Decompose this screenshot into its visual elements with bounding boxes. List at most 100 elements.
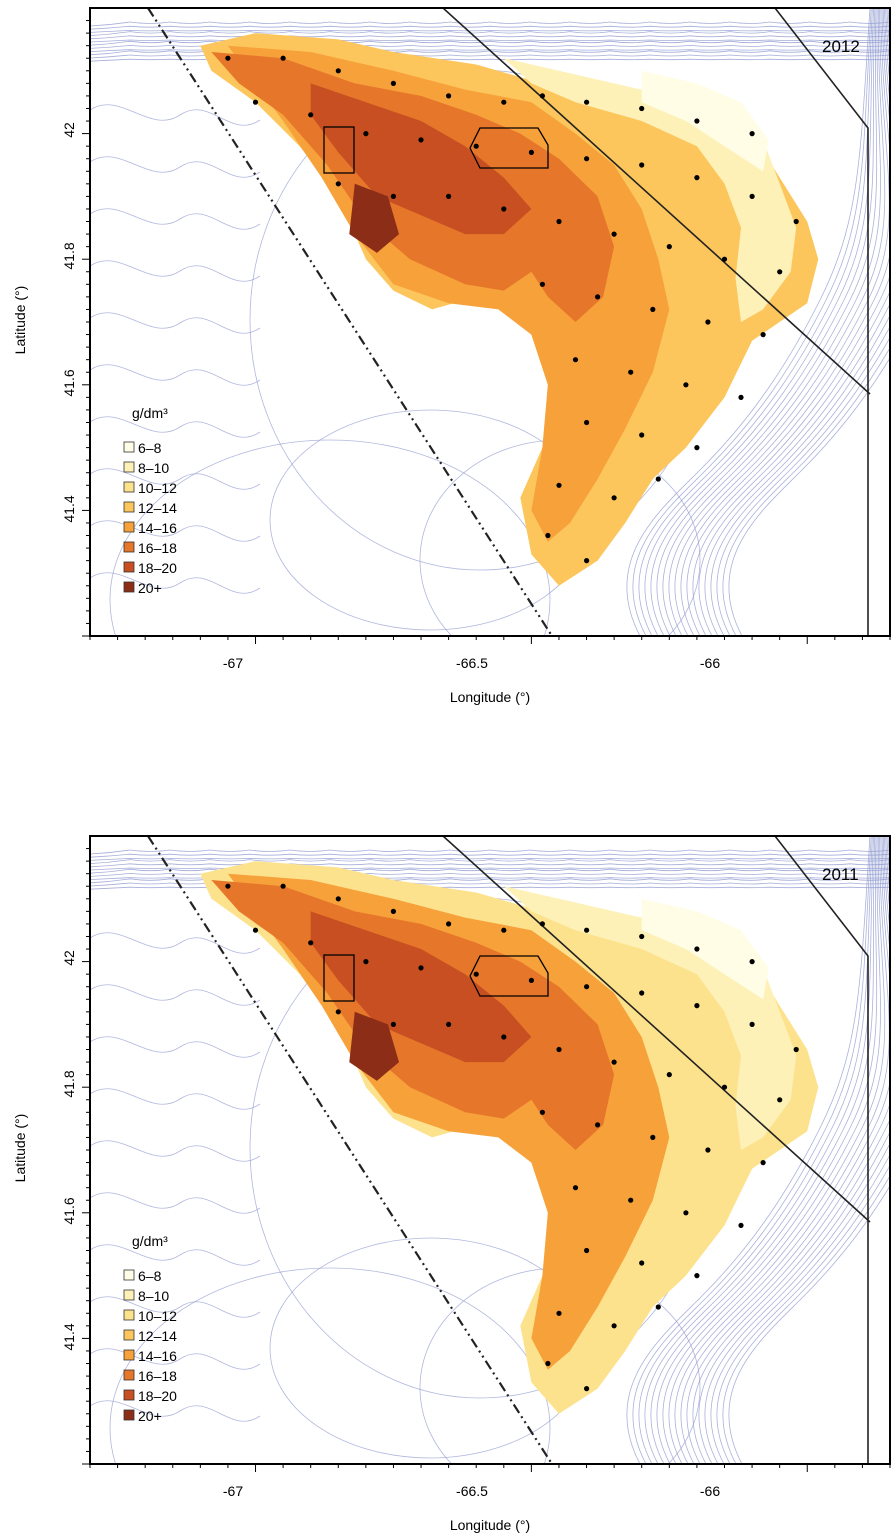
contour-line xyxy=(674,836,890,1464)
y-tick-labels: 42 41.8 41.6 41.4 xyxy=(61,950,77,1351)
contour-line xyxy=(90,208,261,230)
legend-label: 8–10 xyxy=(138,460,169,476)
station-dot xyxy=(556,1310,562,1316)
station-dot xyxy=(363,131,369,137)
station-dot xyxy=(539,921,546,927)
contour-line xyxy=(662,8,881,636)
station-dot xyxy=(639,432,645,438)
contour-line xyxy=(90,932,261,954)
x-tick-label: -66 xyxy=(700,1483,720,1499)
station-dot xyxy=(501,927,507,933)
contour-line xyxy=(90,21,890,27)
contour-line xyxy=(626,8,871,636)
station-dot xyxy=(545,1360,551,1367)
closed-area-box xyxy=(323,126,355,174)
boundary-lines xyxy=(147,8,871,636)
contour-line xyxy=(626,836,871,1464)
station-dot xyxy=(694,118,700,124)
station-dot xyxy=(639,933,645,940)
legend-title: g/dm³ xyxy=(132,1233,168,1249)
contour-line xyxy=(686,836,890,1464)
station-dot xyxy=(749,131,755,137)
station-dot xyxy=(528,149,535,155)
station-dot xyxy=(595,1122,601,1128)
station-dot xyxy=(418,965,424,971)
x-tick-labels: -67 -66.5 -66 xyxy=(223,655,720,671)
station-dot xyxy=(252,99,259,105)
y-tick-label: 42 xyxy=(61,122,77,138)
station-dot xyxy=(446,1021,452,1027)
y-tick-labels: 42 41.8 41.6 41.4 xyxy=(61,122,77,523)
station-dot xyxy=(749,193,755,199)
station-dot xyxy=(539,281,546,287)
y-tick-label: 42 xyxy=(61,950,77,966)
contour-line xyxy=(644,8,874,636)
station-dot xyxy=(694,946,700,952)
station-dot xyxy=(611,495,617,501)
contour-line xyxy=(716,8,890,636)
contour-line xyxy=(722,836,890,1464)
contour-line xyxy=(90,260,261,282)
boundary-line xyxy=(774,836,869,1464)
station-dot xyxy=(749,959,755,965)
station-dot xyxy=(595,294,601,300)
station-dot xyxy=(694,1003,700,1009)
legend-label: 6–8 xyxy=(138,1268,162,1284)
station-dot xyxy=(721,256,728,262)
hague-line xyxy=(147,8,553,636)
legend-label: 6–8 xyxy=(138,440,162,456)
station-dot xyxy=(501,206,507,212)
station-dot xyxy=(539,1109,546,1115)
station-dot xyxy=(446,921,452,927)
station-dot xyxy=(335,1009,341,1015)
contour-line xyxy=(90,520,261,542)
legend-swatch xyxy=(123,1409,135,1421)
contour-line xyxy=(704,836,890,1464)
station-dot xyxy=(694,445,700,451)
contour-line xyxy=(90,104,261,126)
station-dot xyxy=(473,971,479,977)
contour-line xyxy=(90,156,261,178)
station-dot xyxy=(611,1059,617,1065)
contour-line xyxy=(90,35,890,40)
y-tick-label: 41.6 xyxy=(61,1197,77,1224)
legend-swatch xyxy=(123,441,135,453)
station-dot xyxy=(683,1210,689,1216)
contour-line xyxy=(90,863,890,868)
contour-line xyxy=(90,1088,261,1110)
legend-label: 16–18 xyxy=(138,1368,177,1384)
contour-line xyxy=(656,8,878,636)
station-dot xyxy=(683,382,689,388)
y-tick-label: 41.4 xyxy=(61,495,77,522)
station-dot xyxy=(446,93,452,99)
station-dot xyxy=(584,558,590,564)
station-dot xyxy=(539,93,546,99)
station-dot xyxy=(760,1160,766,1166)
station-dot xyxy=(777,1097,783,1103)
contour-line xyxy=(90,468,261,490)
station-dot xyxy=(721,1084,728,1090)
station-dot xyxy=(225,883,231,889)
station-dot xyxy=(738,1222,744,1228)
legend-swatch xyxy=(123,1329,135,1341)
contour-line xyxy=(90,25,890,30)
station-dot xyxy=(584,984,590,990)
station-dot xyxy=(793,218,799,225)
station-dot xyxy=(280,883,286,889)
legend-swatch xyxy=(123,461,135,473)
station-dot xyxy=(501,99,507,105)
station-dot xyxy=(793,1046,799,1053)
legend-swatch xyxy=(123,541,135,553)
station-dot xyxy=(738,394,744,400)
station-dot xyxy=(666,244,672,250)
x-axis-title: Longitude (°) xyxy=(450,1517,530,1533)
station-dot xyxy=(556,218,562,225)
station-dot xyxy=(584,156,590,162)
density-region xyxy=(310,911,532,1063)
contour-line xyxy=(698,8,890,636)
contour-line xyxy=(710,836,890,1464)
density-region xyxy=(349,183,399,253)
station-dot xyxy=(628,369,634,375)
x-tick-label: -67 xyxy=(223,655,243,671)
station-dot xyxy=(501,1034,507,1040)
